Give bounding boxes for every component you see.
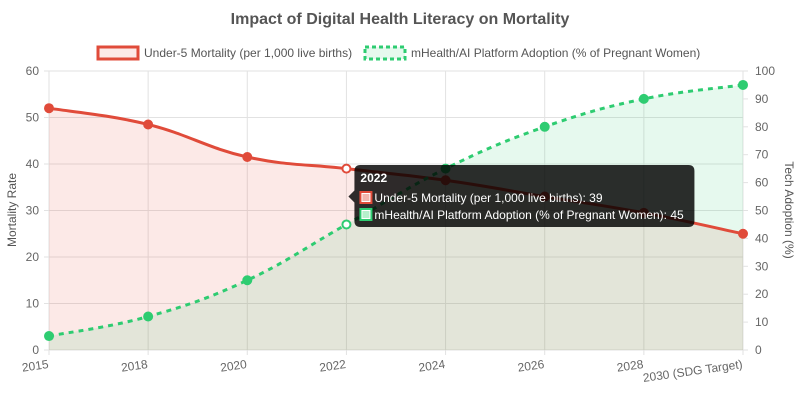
y-right-tick-label: 90: [755, 92, 769, 106]
y-right-tick-label: 0: [755, 343, 762, 357]
tooltip-swatch-adoption-fill: [362, 211, 370, 218]
tooltip: 2022 Under-5 Mortality (per 1,000 live b…: [348, 165, 695, 227]
point-mortality: [341, 163, 352, 174]
tooltip-line-adoption: mHealth/AI Platform Adoption (% of Pregn…: [374, 208, 684, 222]
y-left-tick-label: 30: [26, 204, 40, 218]
y-right-tick-label: 60: [755, 176, 769, 190]
legend: Under-5 Mortality (per 1,000 live births…: [96, 45, 700, 61]
chart-title: Impact of Digital Health Literacy on Mor…: [231, 11, 570, 28]
y-right-tick-label: 30: [755, 259, 769, 273]
point-adoption: [242, 275, 253, 286]
y-left-tick-label: 50: [26, 111, 40, 125]
legend-label-adoption: mHealth/AI Platform Adoption (% of Pregn…: [411, 46, 700, 60]
y-left-tick-label: 10: [26, 297, 40, 311]
legend-item-adoption[interactable]: mHealth/AI Platform Adoption (% of Pregn…: [363, 45, 700, 61]
point-mortality: [738, 228, 748, 239]
x-tick-label: 2024: [418, 357, 447, 375]
y-left-tick-label: 40: [26, 157, 40, 171]
x-tick-label: 2018: [120, 357, 149, 375]
y-right-tick-label: 40: [755, 231, 769, 245]
area-mortality: [49, 108, 743, 350]
x-tick-label: 2022: [318, 357, 347, 375]
tooltip-title: 2022: [360, 171, 387, 185]
point-adoption: [44, 331, 54, 342]
legend-label-mortality: Under-5 Mortality (per 1,000 live births…: [144, 46, 352, 60]
x-tick-label: 2026: [517, 357, 546, 375]
point-mortality: [242, 152, 253, 163]
x-tick-label: 2020: [219, 357, 248, 375]
line-adoption: [48, 83, 744, 338]
y-left-tick-label: 0: [32, 343, 39, 357]
y-right-tick-label: 20: [755, 287, 769, 301]
y-right-axis-label: Tech Adoption (%): [782, 161, 796, 258]
tooltip-background: [348, 165, 695, 227]
point-adoption: [738, 79, 748, 90]
point-adoption: [143, 311, 154, 322]
y-left-tick-label: 60: [26, 64, 40, 78]
y-right-tick-label: 100: [755, 64, 775, 78]
legend-item-mortality[interactable]: Under-5 Mortality (per 1,000 live births…: [96, 45, 352, 61]
legend-swatch-adoption: [363, 45, 407, 61]
point-mortality: [143, 119, 154, 130]
point-mortality: [44, 103, 54, 114]
y-right-tick-label: 10: [755, 315, 769, 329]
legend-swatch-mortality: [96, 45, 140, 61]
point-adoption: [539, 121, 550, 132]
y-right-tick-label: 50: [755, 204, 769, 218]
tooltip-line-mortality: Under-5 Mortality (per 1,000 live births…: [374, 191, 602, 205]
y-right-tick-label: 80: [755, 120, 769, 134]
y-right-tick-label: 70: [755, 148, 769, 162]
x-tick-label: 2028: [616, 357, 645, 375]
tooltip-swatch-mortality-fill: [362, 194, 370, 201]
point-adoption: [341, 219, 352, 230]
x-tick-label: 2030 (SDG Target): [642, 357, 743, 385]
y-left-tick-label: 20: [26, 250, 40, 264]
x-tick-label: 2015: [21, 357, 50, 375]
point-adoption: [638, 93, 649, 104]
y-left-axis-label: Mortality Rate: [5, 173, 19, 247]
